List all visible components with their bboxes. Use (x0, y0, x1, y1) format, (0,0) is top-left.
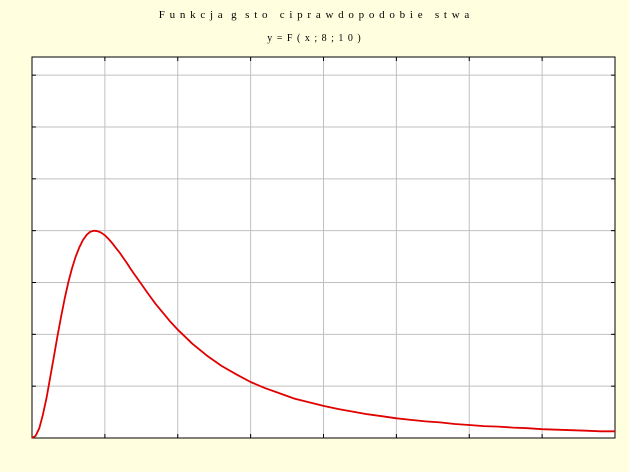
chart-subtitle: y = F ( x ; 8 ; 1 0 ) (267, 33, 362, 44)
chart-title: F u n k c j a g s t o c i p r a w d o p … (158, 9, 471, 21)
series-line (31, 229, 615, 439)
